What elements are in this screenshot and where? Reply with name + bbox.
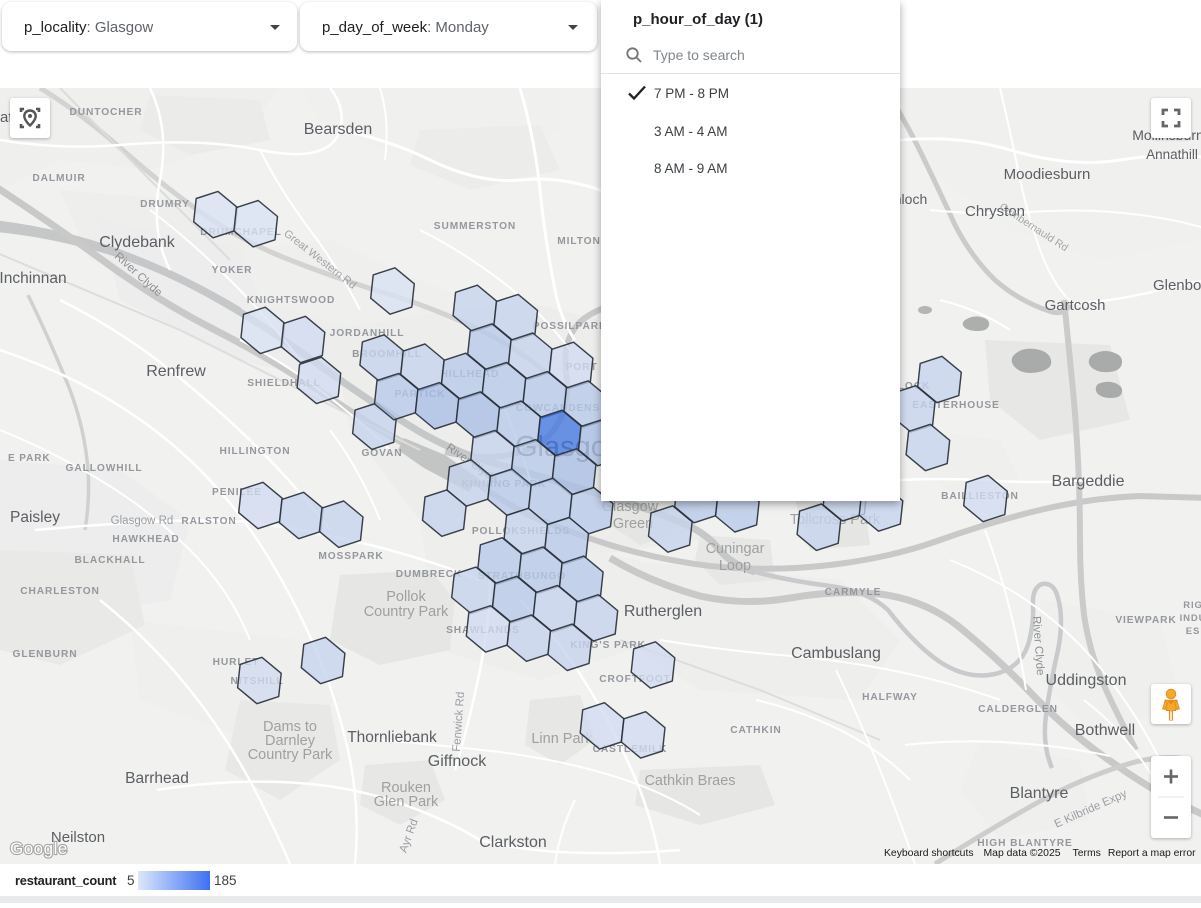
svg-text:BLACKHALL: BLACKHALL bbox=[75, 555, 146, 566]
svg-text:INDU: INDU bbox=[1180, 613, 1201, 624]
svg-text:Paisley: Paisley bbox=[10, 509, 60, 526]
svg-text:Dams to: Dams to bbox=[263, 719, 317, 735]
svg-text:KING'S PARK: KING'S PARK bbox=[570, 640, 646, 651]
svg-text:GOVAN: GOVAN bbox=[361, 448, 402, 459]
svg-text:Inchinnan: Inchinnan bbox=[0, 270, 67, 287]
svg-text:CARMYLE: CARMYLE bbox=[825, 587, 882, 598]
svg-text:Neilston: Neilston bbox=[51, 829, 105, 846]
svg-text:Chryston: Chryston bbox=[965, 203, 1025, 220]
svg-text:HURLET: HURLET bbox=[213, 657, 260, 668]
svg-text:HAWKHEAD: HAWKHEAD bbox=[112, 534, 179, 545]
svg-text:DUNTOCHER: DUNTOCHER bbox=[69, 107, 142, 118]
svg-text:Glen Park: Glen Park bbox=[374, 794, 439, 810]
svg-text:DUMBRECK: DUMBRECK bbox=[396, 569, 463, 580]
svg-text:River Clyde: River Clyde bbox=[1030, 616, 1046, 676]
svg-text:EASTERHOUSE: EASTERHOUSE bbox=[912, 400, 999, 411]
svg-text:Glasgow Rd: Glasgow Rd bbox=[111, 515, 174, 527]
svg-text:SHIELDHALL: SHIELDHALL bbox=[247, 378, 321, 389]
svg-text:Pollok: Pollok bbox=[386, 589, 426, 605]
svg-text:CROFTFOOT: CROFTFOOT bbox=[599, 674, 670, 685]
svg-text:Green: Green bbox=[613, 516, 653, 532]
svg-text:Renfrew: Renfrew bbox=[146, 363, 206, 380]
svg-text:Rutherglen: Rutherglen bbox=[624, 603, 702, 620]
svg-text:Bothwell: Bothwell bbox=[1075, 722, 1135, 739]
svg-text:Blantyre: Blantyre bbox=[1010, 785, 1069, 802]
svg-text:CATHKIN: CATHKIN bbox=[730, 725, 781, 736]
svg-text:Linn Park: Linn Park bbox=[531, 731, 593, 747]
svg-text:Rouken: Rouken bbox=[381, 780, 431, 796]
svg-text:DRUMRY: DRUMRY bbox=[140, 199, 190, 210]
svg-text:E PARK: E PARK bbox=[8, 453, 50, 464]
svg-text:Cuningar: Cuningar bbox=[706, 541, 765, 557]
svg-text:Darnley: Darnley bbox=[265, 733, 316, 749]
svg-text:SUMMERSTON: SUMMERSTON bbox=[434, 221, 516, 232]
svg-text:GALLOWHILL: GALLOWHILL bbox=[66, 463, 143, 474]
svg-text:Uddingston: Uddingston bbox=[1046, 672, 1127, 689]
svg-text:Barrhead: Barrhead bbox=[125, 770, 189, 787]
svg-text:Country Park: Country Park bbox=[364, 604, 449, 620]
svg-text:Thornliebank: Thornliebank bbox=[347, 729, 437, 746]
svg-text:RALSTON: RALSTON bbox=[181, 516, 236, 527]
svg-text:Google: Google bbox=[10, 839, 68, 858]
svg-text:PENILEE: PENILEE bbox=[212, 487, 262, 498]
svg-text:MILTON: MILTON bbox=[557, 236, 601, 247]
svg-text:Moodiesburn: Moodiesburn bbox=[1004, 166, 1091, 183]
svg-text:DALMUIR: DALMUIR bbox=[32, 173, 85, 184]
svg-text:MOSSPARK: MOSSPARK bbox=[318, 551, 383, 562]
svg-text:Clarkston: Clarkston bbox=[479, 834, 547, 851]
svg-text:RIG: RIG bbox=[1183, 600, 1201, 611]
svg-text:JORDANHILL: JORDANHILL bbox=[330, 328, 405, 339]
svg-text:Cathkin Braes: Cathkin Braes bbox=[644, 773, 735, 789]
svg-text:Glasgow: Glasgow bbox=[602, 499, 659, 515]
svg-text:POSSILPARK: POSSILPARK bbox=[533, 321, 607, 332]
svg-text:Glenboig: Glenboig bbox=[1153, 277, 1201, 294]
svg-text:ES: ES bbox=[1186, 626, 1200, 637]
svg-text:Fenwick Rd: Fenwick Rd bbox=[451, 691, 467, 752]
svg-text:YOKER: YOKER bbox=[212, 265, 253, 276]
svg-text:Bearsden: Bearsden bbox=[304, 121, 373, 138]
svg-text:Clydebank: Clydebank bbox=[99, 234, 176, 251]
svg-text:Bargeddie: Bargeddie bbox=[1052, 473, 1125, 490]
svg-text:KNIGHTSWOOD: KNIGHTSWOOD bbox=[247, 295, 336, 306]
svg-text:VIEWPARK: VIEWPARK bbox=[1115, 615, 1176, 626]
svg-text:HALFWAY: HALFWAY bbox=[862, 692, 918, 703]
svg-text:Loop: Loop bbox=[719, 558, 751, 574]
svg-text:HIGH BLANTYRE: HIGH BLANTYRE bbox=[977, 838, 1072, 849]
svg-text:Annathill: Annathill bbox=[1146, 147, 1198, 162]
svg-text:HILLINGTON: HILLINGTON bbox=[219, 446, 290, 457]
svg-text:Cambuslang: Cambuslang bbox=[791, 645, 881, 662]
svg-text:Country Park: Country Park bbox=[248, 747, 333, 763]
svg-text:Gartcosh: Gartcosh bbox=[1045, 297, 1106, 314]
svg-text:CHARLESTON: CHARLESTON bbox=[20, 586, 100, 597]
svg-text:Giffnock: Giffnock bbox=[428, 753, 487, 770]
svg-text:GLENBURN: GLENBURN bbox=[13, 649, 78, 660]
svg-text:CALDERGLEN: CALDERGLEN bbox=[978, 704, 1058, 715]
